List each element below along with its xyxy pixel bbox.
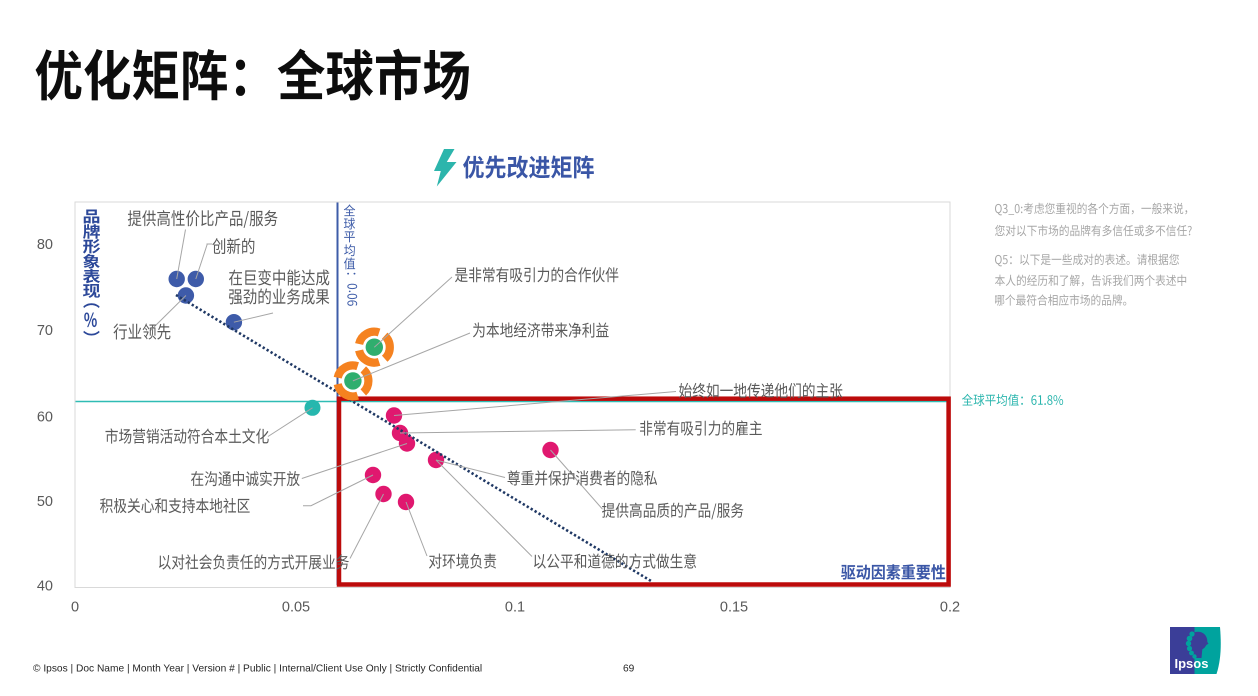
svg-text:0.15: 0.15	[720, 600, 748, 616]
svg-text:0.2: 0.2	[940, 600, 960, 616]
svg-text:70: 70	[37, 323, 53, 339]
svg-text:80: 80	[37, 237, 53, 253]
svg-text:0: 0	[71, 600, 79, 616]
svg-text:50: 50	[37, 494, 53, 510]
svg-text:0.05: 0.05	[282, 600, 310, 616]
svg-text:© Ipsos | Doc Name | Month Yea: © Ipsos | Doc Name | Month Year | Versio…	[33, 664, 482, 675]
svg-text:69: 69	[623, 664, 635, 675]
svg-text:60: 60	[37, 410, 53, 426]
svg-text:40: 40	[37, 579, 53, 595]
svg-text:0.1: 0.1	[505, 600, 525, 616]
svg-text:Ipsos: Ipsos	[1175, 656, 1209, 671]
